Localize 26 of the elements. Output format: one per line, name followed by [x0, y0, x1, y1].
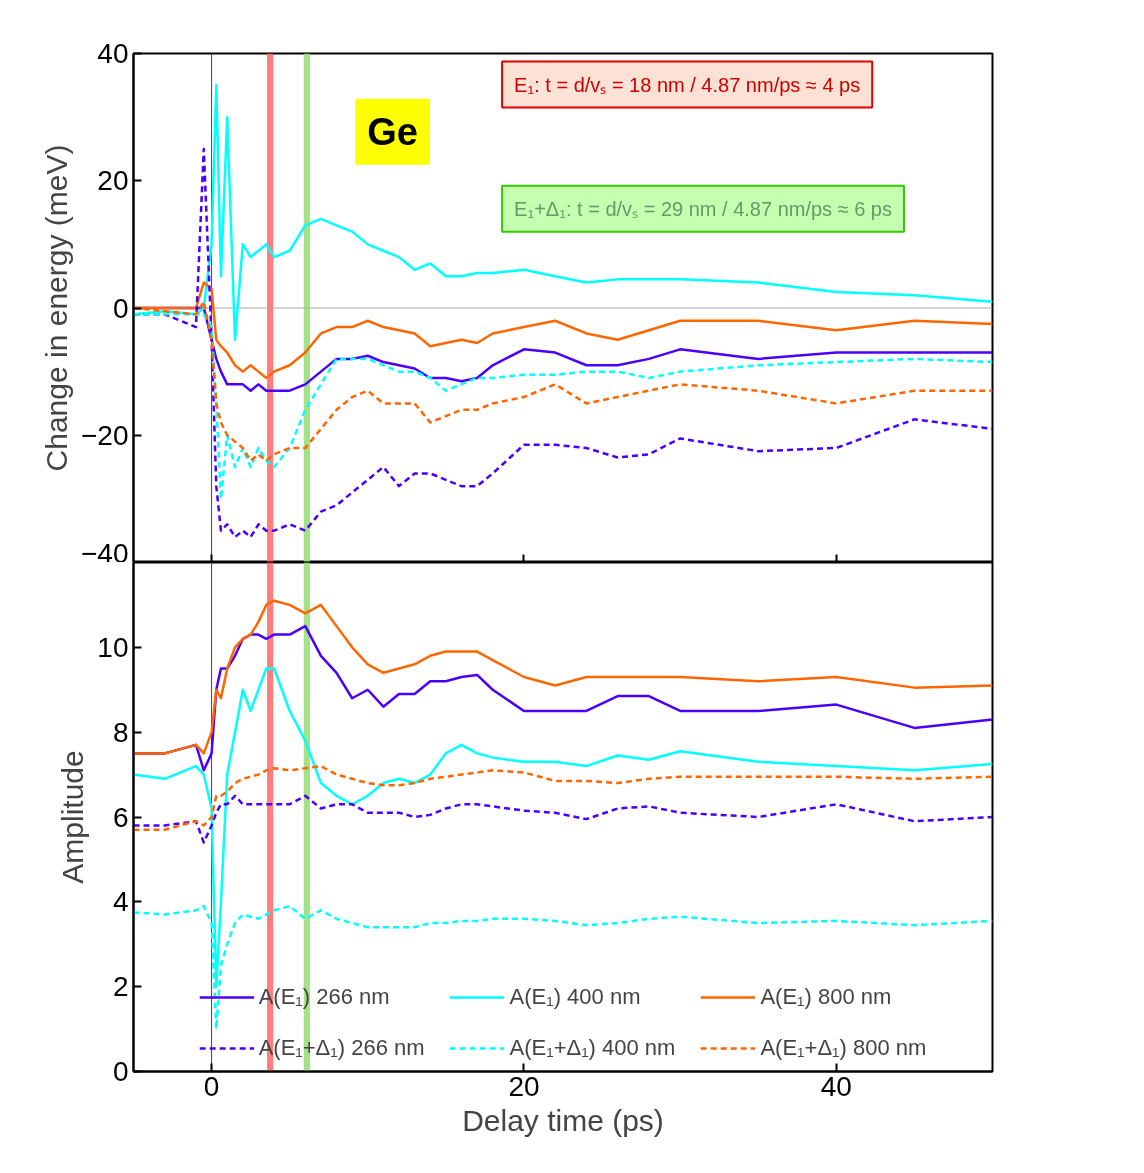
- line-series: [133, 794, 993, 844]
- legend-label: A(E₁) 800 nm: [760, 984, 892, 1010]
- y-tick-label: 40: [97, 38, 129, 69]
- annotation: E₁: t = d/vₛ = 18 nm / 4.87 nm/ps ≈ 4 ps: [514, 73, 861, 96]
- line-series: [133, 764, 993, 831]
- y-tick-label: 10: [97, 631, 129, 663]
- x-tick-label: 0: [203, 1070, 220, 1102]
- annotation: E₁+Δ₁: t = d/vₛ = 29 nm / 4.87 nm/ps ≈ 6 ps: [514, 197, 892, 220]
- y-tick-label: 8: [112, 716, 129, 748]
- y-tick-label: 0: [112, 292, 129, 324]
- y-tick-label: 2: [112, 971, 129, 1003]
- y-tick-label: 6: [112, 801, 129, 833]
- legend-label: A(E₁+Δ₁) 800 nm: [760, 1035, 927, 1061]
- legend-label: A(E₁) 400 nm: [509, 984, 641, 1010]
- annotation: Ge: [367, 110, 418, 153]
- line-series: [133, 599, 993, 755]
- y-axis-title: Amplitude: [56, 750, 90, 884]
- y-tick-label: −20: [81, 419, 129, 451]
- y-tick-label: 20: [97, 165, 129, 197]
- x-axis-title: Delay time (ps): [462, 1103, 664, 1137]
- y-axis-title: Change in energy (meV): [40, 144, 73, 472]
- y-tick-label: −40: [81, 537, 129, 569]
- legend-label: A(E₁+Δ₁) 400 nm: [509, 1035, 676, 1061]
- x-tick-label: 40: [820, 1070, 852, 1102]
- y-tick-label: 4: [112, 886, 129, 918]
- x-tick-label: 20: [508, 1070, 540, 1102]
